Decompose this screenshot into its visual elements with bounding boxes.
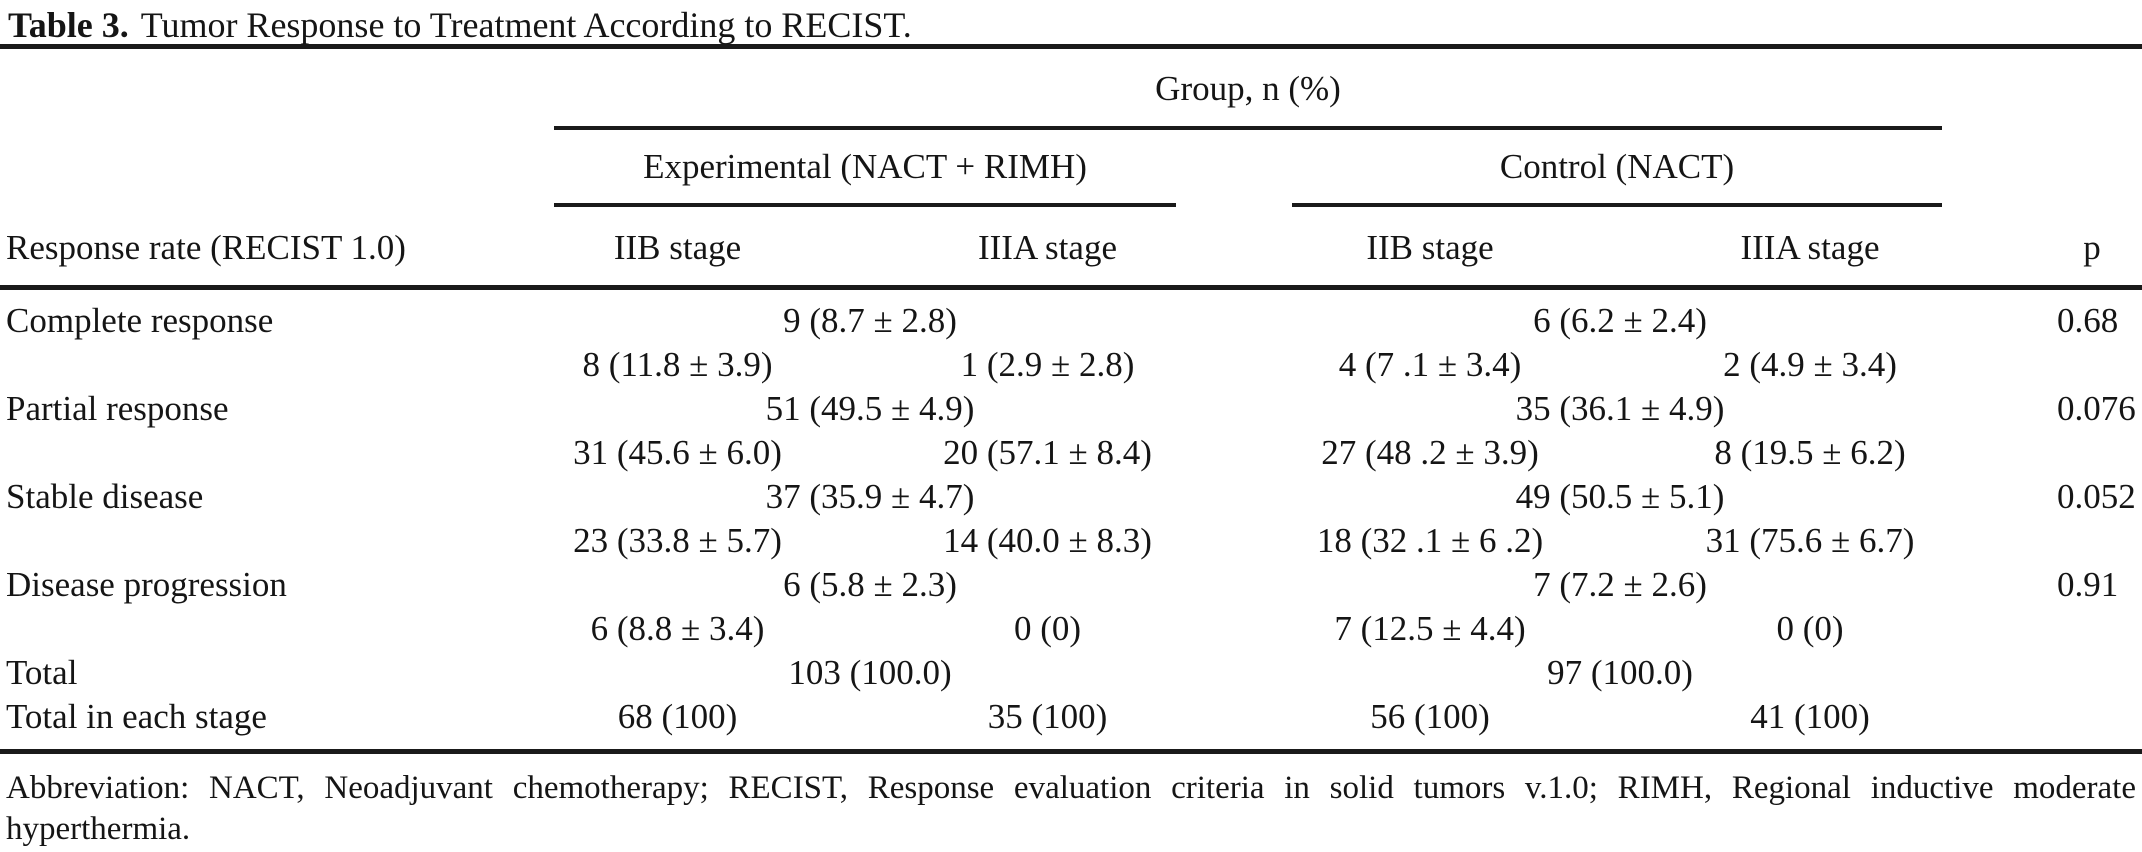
column-header-exp-iiia-stage: IIIA stage [978,228,1117,267]
table-row: 8 (11.8 ± 3.9) 1 (2.9 ± 2.8) 4 (7 .1 ± 3… [0,343,2142,387]
header-bottom-rule [0,285,2142,290]
cell-ctrl-iib: 56 (100) [1370,697,1490,736]
group-column-header: Group, n (%) [1155,69,1341,108]
column-header-response-rate: Response rate (RECIST 1.0) [6,228,406,267]
cell-ctrl-combined: 6 (6.2 ± 2.4) [1533,301,1707,340]
table-caption: Table 3. Tumor Response to Treatment Acco… [8,4,912,46]
cell-ctrl-combined: 35 (36.1 ± 4.9) [1515,389,1725,428]
cell-ctrl-iiia: 0 (0) [1776,609,1844,648]
table-row: 31 (45.6 ± 6.0) 20 (57.1 ± 8.4) 27 (48 .… [0,431,2142,475]
table-body: Complete response 9 (8.7 ± 2.8) 6 (6.2 ±… [0,299,2142,739]
row-label: Total [6,653,78,692]
cell-ctrl-combined: 49 (50.5 ± 5.1) [1515,477,1725,516]
cell-exp-combined: 9 (8.7 ± 2.8) [783,301,957,340]
cell-exp-iib: 6 (8.8 ± 3.4) [590,609,765,648]
cell-exp-combined: 51 (49.5 ± 4.9) [765,389,975,428]
cell-ctrl-iiia: 41 (100) [1750,697,1870,736]
row-label: Total in each stage [6,697,267,736]
cell-exp-iib: 8 (11.8 ± 3.9) [582,345,773,384]
experimental-group-header: Experimental (NACT + RIMH) [643,147,1087,186]
cell-exp-combined: 37 (35.9 ± 4.7) [765,477,975,516]
table-caption-text: Tumor Response to Treatment According to… [140,5,912,45]
cell-exp-iiia: 14 (40.0 ± 8.3) [943,521,1152,560]
cell-exp-iib: 23 (33.8 ± 5.7) [573,521,782,560]
cell-exp-iiia: 35 (100) [987,697,1108,736]
cell-p-value: 0.68 [2057,301,2119,340]
table-row: Disease progression 6 (5.8 ± 2.3) 7 (7.2… [0,563,2142,607]
table-footnote: Abbreviation: NACT, Neoadjuvant chemothe… [6,768,2136,850]
cell-ctrl-iib: 4 (7 .1 ± 3.4) [1338,345,1522,384]
cell-exp-combined: 6 (5.8 ± 2.3) [783,565,957,604]
control-group-header: Control (NACT) [1499,147,1735,186]
control-spanner-rule [1292,203,1942,207]
cell-exp-iib: 31 (45.6 ± 6.0) [573,433,782,472]
cell-ctrl-iiia: 8 (19.5 ± 6.2) [1714,433,1906,472]
table-row: 6 (8.8 ± 3.4) 0 (0) 7 (12.5 ± 4.4) 0 (0) [0,607,2142,651]
table-caption-label: Table 3. [8,5,129,45]
footnote-line-2: hyperthermia. [6,811,191,847]
column-header-exp-iib-stage: IIB stage [613,228,742,267]
cell-exp-combined: 103 (100.0) [788,653,952,692]
table-row: Total 103 (100.0) 97 (100.0) [0,651,2142,695]
cell-ctrl-iiia: 2 (4.9 ± 3.4) [1723,345,1897,384]
table-row: Complete response 9 (8.7 ± 2.8) 6 (6.2 ±… [0,299,2142,343]
cell-exp-iib: 68 (100) [617,697,738,736]
row-label: Disease progression [6,565,287,604]
cell-exp-iiia: 1 (2.9 ± 2.8) [960,345,1135,384]
cell-p-value: 0.052 [2057,477,2136,516]
top-rule [0,44,2142,49]
table-row: Partial response 51 (49.5 ± 4.9) 35 (36.… [0,387,2142,431]
table-bottom-rule [0,749,2142,754]
cell-ctrl-combined: 97 (100.0) [1547,653,1693,692]
table-row: 23 (33.8 ± 5.7) 14 (40.0 ± 8.3) 18 (32 .… [0,519,2142,563]
column-header-row: Response rate (RECIST 1.0) IIB stage III… [0,224,2142,272]
footnote-line-1: Abbreviation: NACT, Neoadjuvant chemothe… [6,770,2136,806]
cell-ctrl-iib: 18 (32 .1 ± 6 .2) [1316,521,1544,560]
cell-exp-iiia: 20 (57.1 ± 8.4) [943,433,1152,472]
column-header-p: p [2083,228,2101,267]
row-label: Stable disease [6,477,204,516]
row-label: Partial response [6,389,229,428]
cell-p-value: 0.91 [2057,565,2119,604]
column-header-ctrl-iiia-stage: IIIA stage [1740,228,1880,267]
column-header-ctrl-iib-stage: IIB stage [1366,228,1494,267]
cell-p-value: 0.076 [2057,389,2136,428]
cell-ctrl-iib: 27 (48 .2 ± 3.9) [1321,433,1539,472]
table-row: Total in each stage 68 (100) 35 (100) 56… [0,695,2142,739]
group-spanner-rule [554,126,1942,130]
cell-exp-iiia: 0 (0) [1013,609,1082,648]
experimental-spanner-rule [554,203,1176,207]
cell-ctrl-combined: 7 (7.2 ± 2.6) [1533,565,1707,604]
cell-ctrl-iib: 7 (12.5 ± 4.4) [1334,609,1526,648]
row-label: Complete response [6,301,274,340]
table-row: Stable disease 37 (35.9 ± 4.7) 49 (50.5 … [0,475,2142,519]
cell-ctrl-iiia: 31 (75.6 ± 6.7) [1705,521,1915,560]
